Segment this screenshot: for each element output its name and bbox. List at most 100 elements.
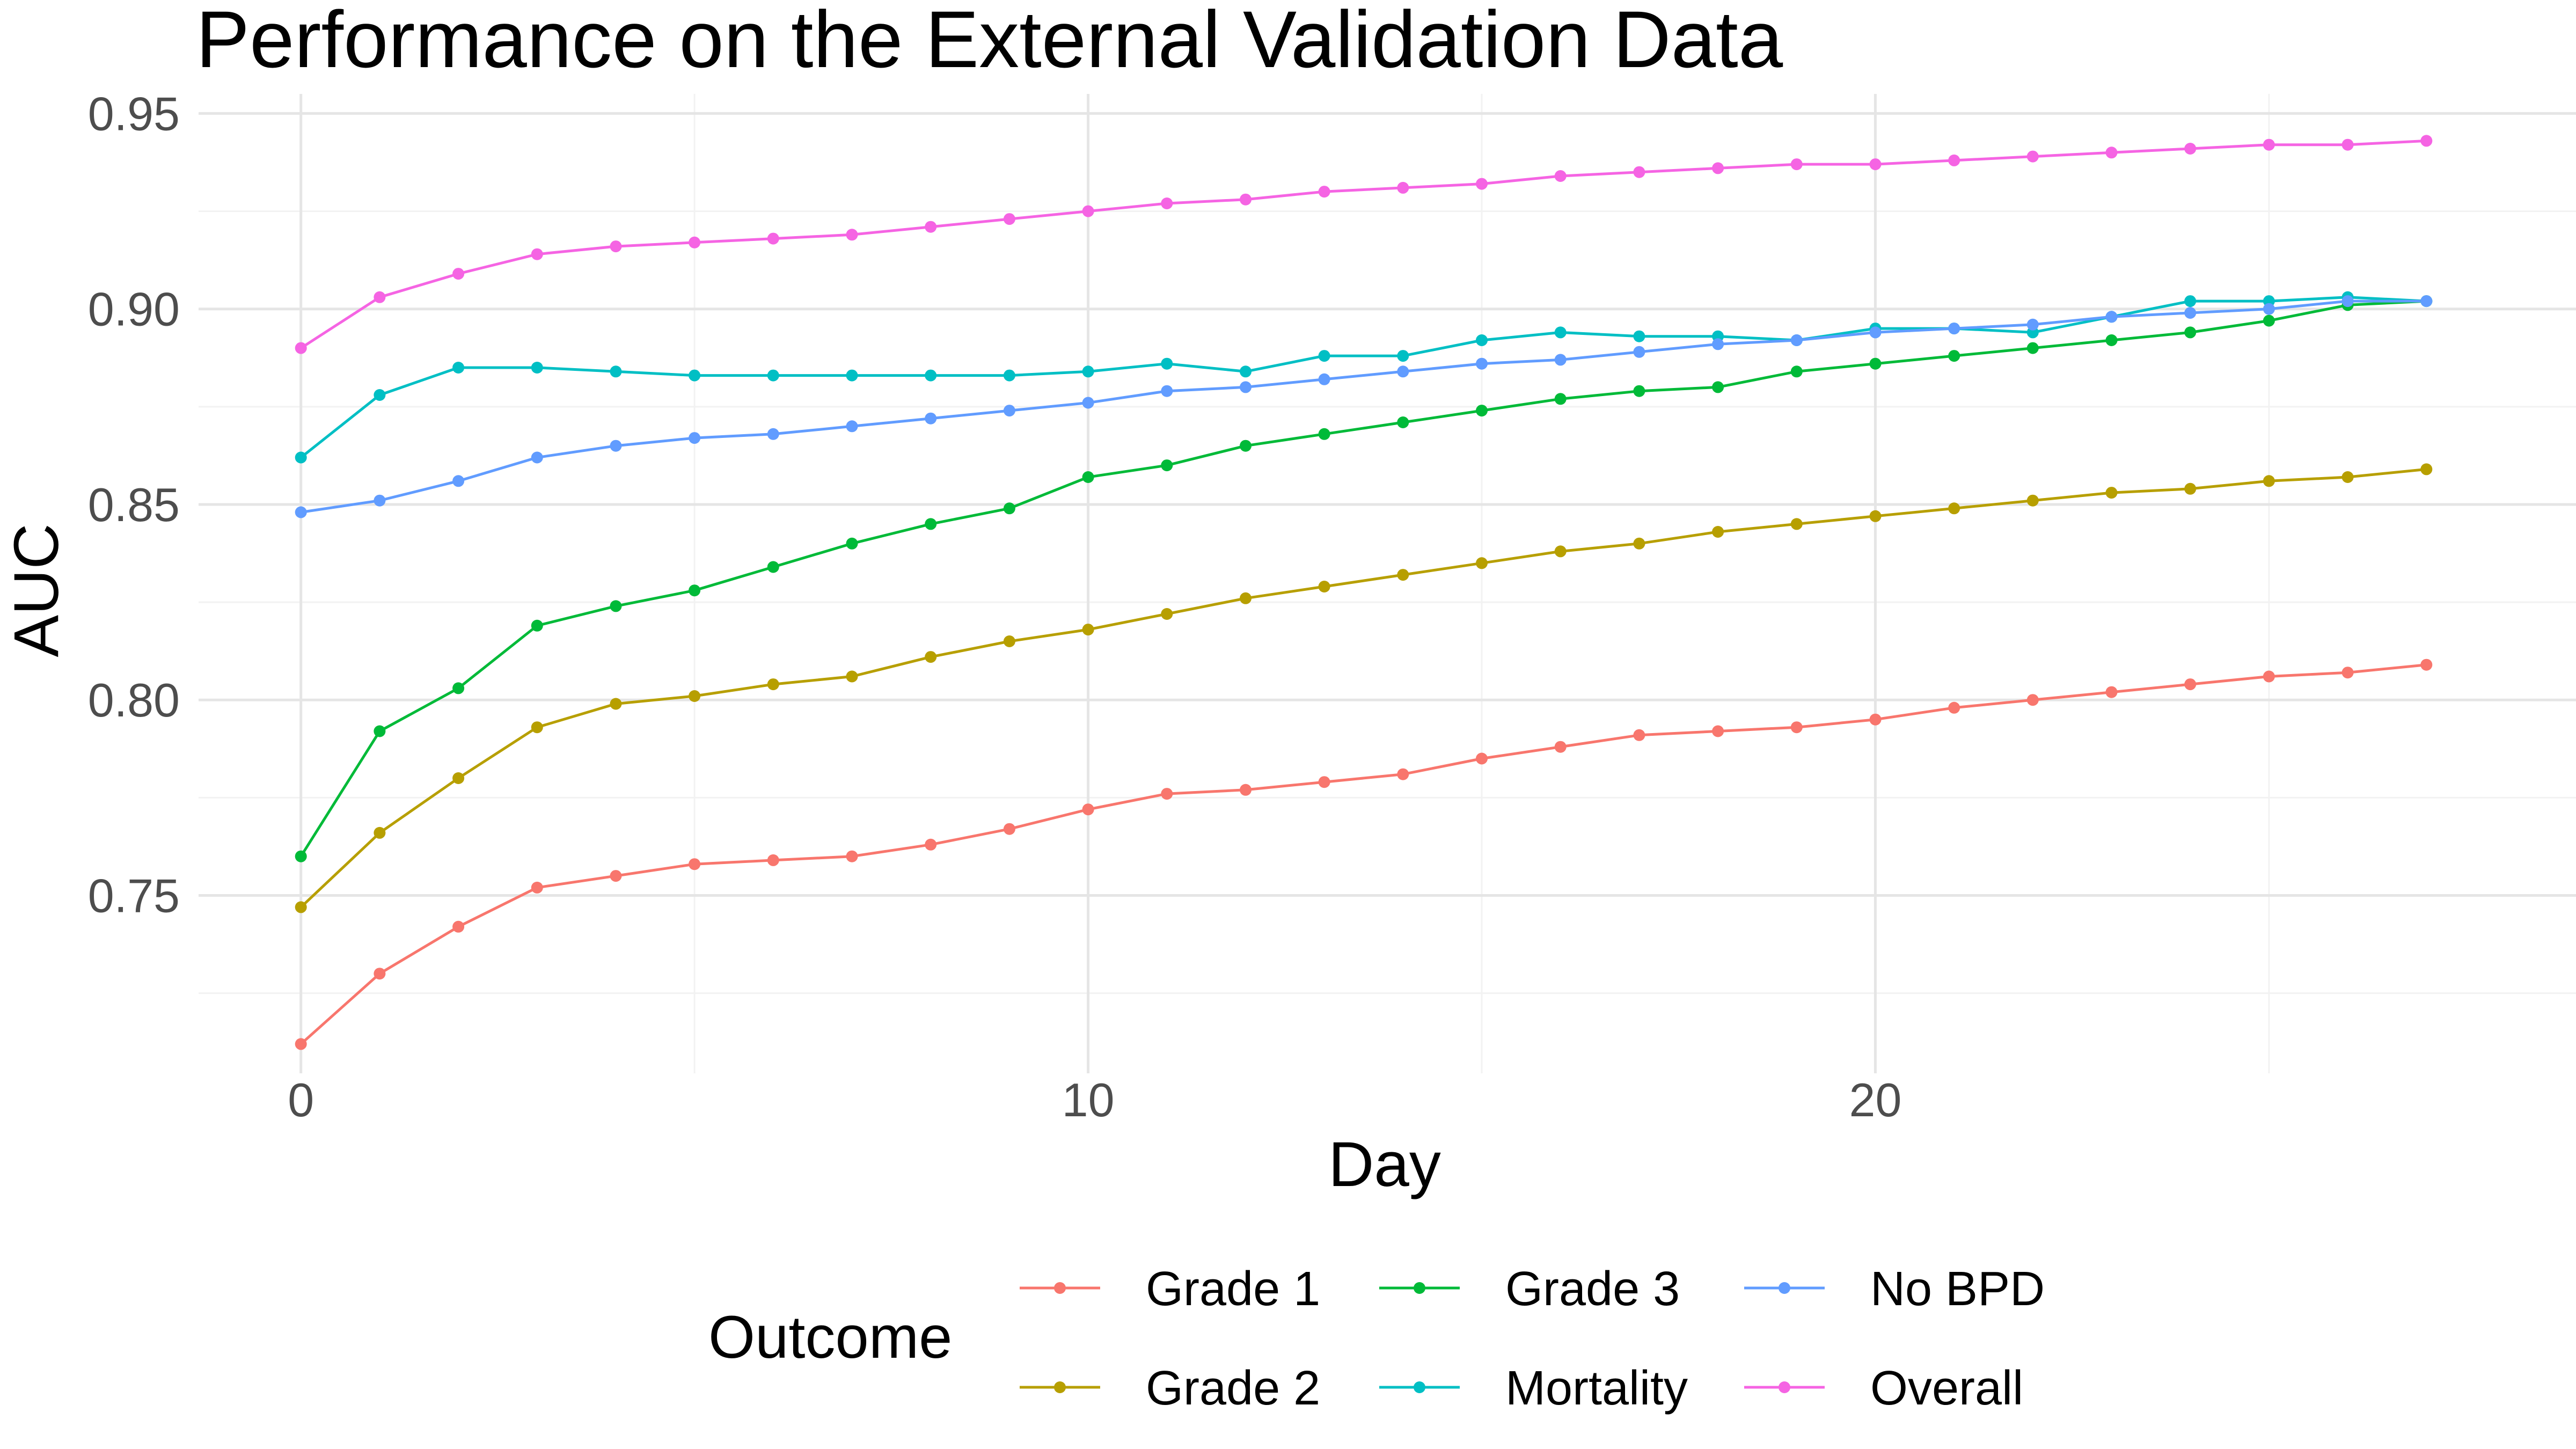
data-point-grade-1 [1948, 701, 1960, 714]
legend-label: No BPD [1870, 1262, 2045, 1316]
data-point-overall [767, 232, 779, 245]
data-point-no-bpd [1003, 405, 1015, 417]
data-point-mortality [2184, 295, 2197, 308]
data-point-grade-3 [374, 725, 386, 737]
data-point-grade-1 [1554, 741, 1567, 753]
data-point-no-bpd [1397, 365, 1409, 378]
data-point-mortality [1082, 365, 1094, 378]
series-line-grade-1 [300, 663, 2427, 1045]
legend-item-grade-1: Grade 1 [1020, 1262, 1320, 1316]
series-line-grade-3 [299, 299, 2427, 858]
data-point-grade-2 [1948, 502, 1960, 515]
data-point-grade-3 [1554, 393, 1567, 405]
data-point-grade-3 [1397, 416, 1409, 428]
legend-item-no-bpd: No BPD [1744, 1262, 2045, 1316]
data-point-no-bpd [1948, 323, 1960, 335]
data-point-grade-2 [374, 826, 386, 839]
y-axis-ticks: 0.75 0.80 0.85 0.90 0.95 [88, 87, 180, 922]
y-axis-title: AUC [1, 523, 72, 657]
data-point-overall [452, 268, 465, 280]
data-point-overall [1633, 166, 1645, 178]
data-point-no-bpd [1161, 385, 1173, 397]
data-point-overall [1240, 193, 1252, 206]
data-point-no-bpd [1790, 334, 1803, 346]
data-point-grade-1 [925, 838, 937, 851]
data-point-grade-1 [767, 854, 779, 866]
data-point-grade-3 [531, 619, 543, 632]
data-point-overall [531, 248, 543, 260]
data-point-grade-2 [1240, 592, 1252, 604]
x-axis-title: Day [1328, 1129, 1441, 1200]
data-point-no-bpd [531, 451, 543, 464]
data-point-overall [1318, 186, 1330, 198]
data-point-grade-3 [846, 537, 858, 550]
legend-item-mortality: Mortality [1379, 1362, 1688, 1415]
data-point-overall [1003, 213, 1015, 225]
legend-label: Overall [1870, 1362, 2023, 1415]
data-point-no-bpd [1633, 346, 1645, 358]
data-point-grade-2 [610, 698, 622, 710]
y-tick-label: 0.85 [88, 478, 180, 531]
data-point-grade-1 [1790, 721, 1803, 734]
data-point-grade-3 [1948, 350, 1960, 362]
data-point-grade-3 [1633, 385, 1645, 397]
data-point-mortality [1161, 357, 1173, 370]
series-points [295, 135, 2433, 1050]
data-point-grade-1 [1397, 768, 1409, 780]
data-point-overall [1790, 158, 1803, 171]
data-point-no-bpd [846, 420, 858, 433]
legend-label: Grade 1 [1146, 1262, 1320, 1316]
series-line-grade-2 [299, 467, 2427, 909]
data-point-grade-3 [610, 600, 622, 612]
data-point-overall [2420, 135, 2433, 147]
data-point-overall [610, 240, 622, 253]
legend-items: Grade 1 Grade 2 Grade 3 Mortality No BPD Over… [1020, 1262, 2045, 1415]
data-point-overall [1554, 170, 1567, 182]
data-point-mortality [1633, 330, 1645, 342]
data-point-grade-2 [2263, 475, 2275, 487]
data-point-no-bpd [2184, 307, 2197, 319]
data-point-grade-1 [1003, 823, 1015, 835]
data-point-no-bpd [374, 494, 386, 507]
data-point-mortality [1397, 350, 1409, 362]
legend-label: Grade 2 [1146, 1362, 1320, 1415]
data-point-overall [1082, 205, 1094, 217]
data-point-mortality [1003, 369, 1015, 382]
data-point-no-bpd [2420, 295, 2433, 308]
data-point-grade-2 [2420, 463, 2433, 475]
data-point-grade-2 [1712, 526, 1724, 538]
data-point-grade-1 [1869, 713, 1882, 726]
data-point-no-bpd [1712, 338, 1724, 350]
data-point-mortality [295, 451, 307, 464]
data-point-grade-2 [1397, 569, 1409, 581]
data-point-mortality [846, 369, 858, 382]
data-point-no-bpd [1240, 381, 1252, 393]
data-point-grade-3 [1712, 381, 1724, 393]
data-point-mortality [1476, 334, 1488, 346]
data-point-grade-2 [2341, 471, 2354, 483]
data-point-no-bpd [689, 432, 701, 444]
data-point-grade-1 [531, 881, 543, 894]
legend-item-grade-2: Grade 2 [1020, 1362, 1320, 1415]
data-point-grade-3 [1240, 440, 1252, 452]
data-point-no-bpd [295, 506, 307, 518]
data-point-grade-2 [2184, 482, 2197, 495]
data-point-overall [925, 221, 937, 233]
data-point-grade-3 [2026, 342, 2039, 354]
data-point-grade-1 [1240, 784, 1252, 796]
data-point-grade-2 [1869, 510, 1882, 522]
data-point-grade-2 [767, 678, 779, 691]
data-point-no-bpd [925, 412, 937, 425]
data-point-overall [2026, 150, 2039, 163]
data-point-no-bpd [610, 440, 622, 452]
data-point-grade-2 [2105, 487, 2118, 499]
data-point-mortality [610, 365, 622, 378]
legend-key-point [1414, 1282, 1425, 1294]
data-point-grade-1 [610, 870, 622, 882]
data-point-grade-2 [1633, 537, 1645, 550]
data-point-grade-2 [2026, 494, 2039, 507]
data-point-mortality [925, 369, 937, 382]
data-point-overall [1712, 162, 1724, 174]
data-point-no-bpd [767, 428, 779, 440]
data-point-mortality [531, 362, 543, 374]
